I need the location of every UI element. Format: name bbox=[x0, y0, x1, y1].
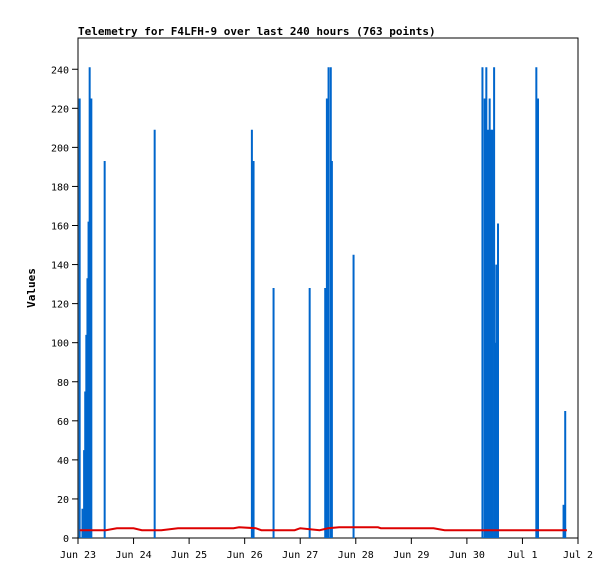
x-tick-label: Jun 24 bbox=[115, 550, 151, 561]
x-tick-label: Jul 2 bbox=[563, 550, 593, 561]
x-tick-label: Jun 30 bbox=[449, 550, 485, 561]
y-tick-label: 240 bbox=[51, 65, 69, 76]
y-tick-label: 220 bbox=[51, 104, 69, 115]
x-tick-label: Jun 28 bbox=[338, 550, 374, 561]
y-tick-label: 160 bbox=[51, 222, 69, 233]
y-tick-label: 140 bbox=[51, 261, 69, 272]
y-axis: 0 20 40 60 80 100 120 140 160 180 200 220 240 bbox=[51, 65, 78, 545]
red-line bbox=[79, 526, 567, 532]
x-tick-label: Jun 27 bbox=[282, 550, 318, 561]
y-tick-label: 80 bbox=[57, 378, 69, 389]
y-tick-label: 200 bbox=[51, 143, 69, 154]
y-tick-label: 40 bbox=[57, 456, 69, 467]
y-tick-label: 180 bbox=[51, 182, 69, 193]
y-tick-label: 120 bbox=[51, 300, 69, 311]
y-tick-label: 100 bbox=[51, 339, 69, 350]
x-tick-label: Jul 1 bbox=[507, 550, 537, 561]
y-tick-label: 0 bbox=[63, 534, 69, 545]
x-tick-label: Jun 23 bbox=[60, 550, 96, 561]
x-tick-label: Jun 25 bbox=[171, 550, 207, 561]
y-tick-label: 60 bbox=[57, 417, 69, 428]
red-series bbox=[79, 526, 567, 532]
x-tick-label: Jun 29 bbox=[393, 550, 429, 561]
blue-series bbox=[78, 67, 567, 538]
x-tick-label: Jun 26 bbox=[227, 550, 263, 561]
x-axis: Jun 23 Jun 24 Jun 25 Jun 26 Jun 27 Jun 28 Jun … bbox=[60, 538, 593, 561]
chart-title: Telemetry for F4LFH-9 over last 240 hour… bbox=[78, 25, 436, 38]
y-tick-label: 20 bbox=[57, 495, 69, 506]
y-axis-label: Values bbox=[25, 268, 38, 308]
